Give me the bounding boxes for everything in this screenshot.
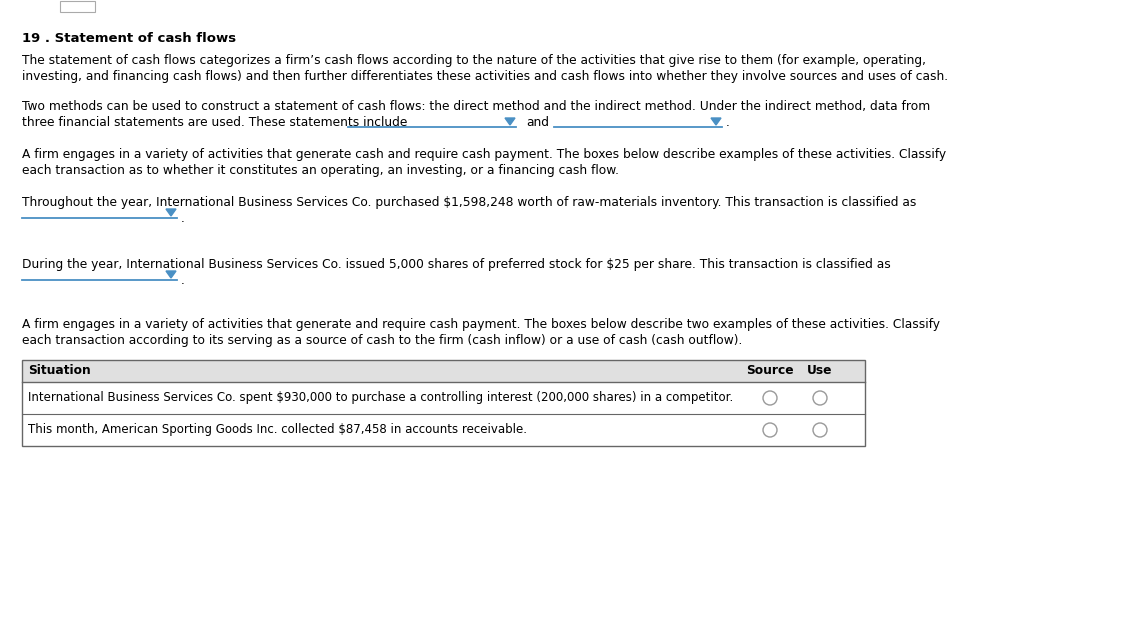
- Text: and: and: [526, 116, 549, 129]
- Text: three financial statements are used. These statements include: three financial statements are used. The…: [23, 116, 408, 129]
- Circle shape: [813, 423, 826, 437]
- Circle shape: [763, 423, 777, 437]
- Text: each transaction according to its serving as a source of cash to the firm (cash : each transaction according to its servin…: [23, 334, 742, 347]
- Text: Use: Use: [807, 365, 833, 378]
- Text: This month, American Sporting Goods Inc. collected $87,458 in accounts receivabl: This month, American Sporting Goods Inc.…: [28, 423, 527, 436]
- Polygon shape: [166, 209, 176, 216]
- Text: A firm engages in a variety of activities that generate and require cash payment: A firm engages in a variety of activitie…: [23, 318, 940, 331]
- Text: each transaction as to whether it constitutes an operating, an investing, or a f: each transaction as to whether it consti…: [23, 164, 619, 177]
- Text: Source: Source: [747, 365, 794, 378]
- Text: Throughout the year, International Business Services Co. purchased $1,598,248 wo: Throughout the year, International Busin…: [23, 196, 917, 209]
- Text: A firm engages in a variety of activities that generate cash and require cash pa: A firm engages in a variety of activitie…: [23, 148, 946, 161]
- Text: During the year, International Business Services Co. issued 5,000 shares of pref: During the year, International Business …: [23, 258, 891, 271]
- Text: Two methods can be used to construct a statement of cash flows: the direct metho: Two methods can be used to construct a s…: [23, 100, 930, 113]
- Text: investing, and financing cash flows) and then further differentiates these activ: investing, and financing cash flows) and…: [23, 70, 948, 83]
- Text: 19 . Statement of cash flows: 19 . Statement of cash flows: [23, 32, 236, 45]
- Text: .: .: [181, 212, 185, 225]
- Text: International Business Services Co. spent $930,000 to purchase a controlling int: International Business Services Co. spen…: [28, 391, 733, 404]
- Circle shape: [813, 391, 826, 405]
- Polygon shape: [711, 118, 721, 125]
- Polygon shape: [504, 118, 515, 125]
- Circle shape: [763, 391, 777, 405]
- Text: The statement of cash flows categorizes a firm’s cash flows according to the nat: The statement of cash flows categorizes …: [23, 54, 926, 67]
- Text: .: .: [181, 274, 185, 287]
- FancyBboxPatch shape: [60, 1, 95, 12]
- Polygon shape: [166, 271, 176, 278]
- Text: Situation: Situation: [28, 365, 91, 378]
- Text: .: .: [726, 116, 730, 129]
- Bar: [23, 360, 865, 382]
- Bar: [23, 360, 865, 446]
